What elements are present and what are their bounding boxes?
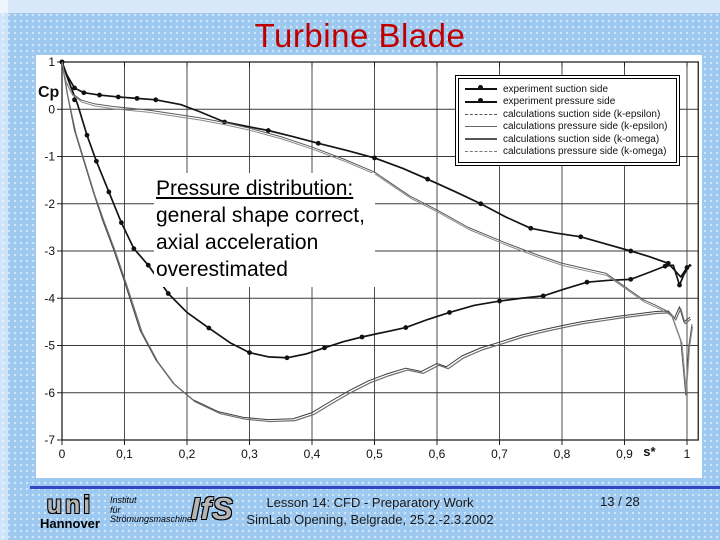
logo-block: uni Hannover Institut für Strömungsmasch… — [40, 491, 234, 531]
pressure-chart: 0 0,1 0,2 0,3 0,4 0,5 0,6 0,7 0,8 0,9 1 1 0 -1 -2 -3 -4 -… — [36, 55, 702, 478]
institute-line: Institut — [109, 495, 137, 505]
svg-text:0,6: 0,6 — [429, 447, 446, 461]
legend-label: experiment pressure side — [503, 96, 616, 108]
event-line: SimLab Opening, Belgrade, 25.2.-2.3.2002 — [246, 512, 494, 527]
svg-text:-6: -6 — [44, 386, 55, 400]
ifs-logo: Institut für Strömungsmaschinen IfS — [109, 491, 234, 526]
page-number: 13 / 28 — [600, 494, 640, 509]
svg-text:-4: -4 — [44, 291, 55, 305]
institute-line: Strömungsmaschinen — [109, 514, 198, 524]
lesson-line: Lesson 14: CFD - Preparatory Work — [266, 495, 474, 510]
legend-marker-dot — [478, 85, 483, 91]
svg-text:0,4: 0,4 — [304, 447, 321, 461]
legend-label: experiment suction side — [503, 83, 609, 95]
svg-text:1: 1 — [48, 55, 55, 69]
institute-name: Institut für Strömungsmaschinen — [109, 495, 198, 525]
legend-label: calculations pressure side (k-epsilon) — [503, 121, 668, 133]
svg-text:-2: -2 — [44, 197, 55, 211]
legend-label: calculations suction side (k-epsilon) — [503, 108, 661, 120]
legend-line-sample — [465, 126, 497, 128]
legend-entry: experiment pressure side — [465, 96, 668, 109]
svg-text:Cp: Cp — [38, 84, 60, 101]
svg-text:1: 1 — [684, 447, 691, 461]
legend-marker-dot — [478, 97, 483, 103]
svg-text:0,7: 0,7 — [491, 447, 508, 461]
uni-hannover-logo: uni Hannover — [40, 491, 100, 531]
legend-entry: calculations pressure side (k-epsilon) — [465, 121, 668, 134]
svg-text:0: 0 — [59, 447, 66, 461]
slide-title: Turbine Blade — [254, 17, 466, 54]
annotation-line: axial acceleration — [156, 231, 319, 254]
legend-rows: experiment suction side experiment pressu… — [458, 78, 677, 163]
ifs-logo-word: IfS — [191, 491, 234, 526]
footer: uni Hannover Institut für Strömungsmasch… — [0, 492, 720, 538]
svg-text:0,1: 0,1 — [116, 447, 133, 461]
legend-entry: calculations suction side (k-omega) — [465, 133, 668, 146]
background-left-band — [0, 0, 8, 540]
legend-line-sample — [465, 85, 497, 91]
legend-entry: calculations suction side (k-epsilon) — [465, 108, 668, 121]
annotation-line: overestimated — [156, 258, 288, 281]
legend-entry: calculations pressure side (k-omega) — [465, 146, 668, 159]
uni-logo-word: uni — [46, 491, 94, 519]
chart-legend: experiment suction side experiment pressu… — [455, 75, 680, 166]
svg-text:0,3: 0,3 — [241, 447, 258, 461]
annotation-box: Pressure distribution: general shape cor… — [154, 173, 375, 287]
legend-entry: experiment suction side — [465, 83, 668, 96]
legend-line-sample — [465, 97, 497, 103]
legend-line-sample — [465, 113, 497, 115]
annotation-line: general shape correct, — [156, 204, 365, 227]
svg-text:-7: -7 — [44, 433, 55, 447]
svg-text:-3: -3 — [44, 244, 55, 258]
uni-logo-sub: Hannover — [40, 516, 100, 531]
background-top-band — [0, 0, 720, 13]
svg-text:0,8: 0,8 — [554, 447, 571, 461]
svg-text:-5: -5 — [44, 339, 55, 353]
footer-rule — [30, 486, 720, 489]
svg-text:0: 0 — [48, 102, 55, 116]
legend-line-sample — [465, 151, 497, 153]
svg-text:0,5: 0,5 — [366, 447, 383, 461]
svg-text:s*: s* — [643, 444, 656, 459]
footer-text: Lesson 14: CFD - Preparatory Work SimLab… — [180, 494, 560, 528]
legend-label: calculations pressure side (k-omega) — [503, 146, 667, 158]
svg-text:0,9: 0,9 — [616, 447, 633, 461]
legend-line-sample — [465, 138, 497, 141]
svg-text:0,2: 0,2 — [179, 447, 196, 461]
institute-line: für — [109, 504, 121, 515]
legend-label: calculations suction side (k-omega) — [503, 133, 660, 145]
svg-text:-1: -1 — [44, 150, 55, 164]
annotation-line: Pressure distribution: — [156, 177, 354, 200]
